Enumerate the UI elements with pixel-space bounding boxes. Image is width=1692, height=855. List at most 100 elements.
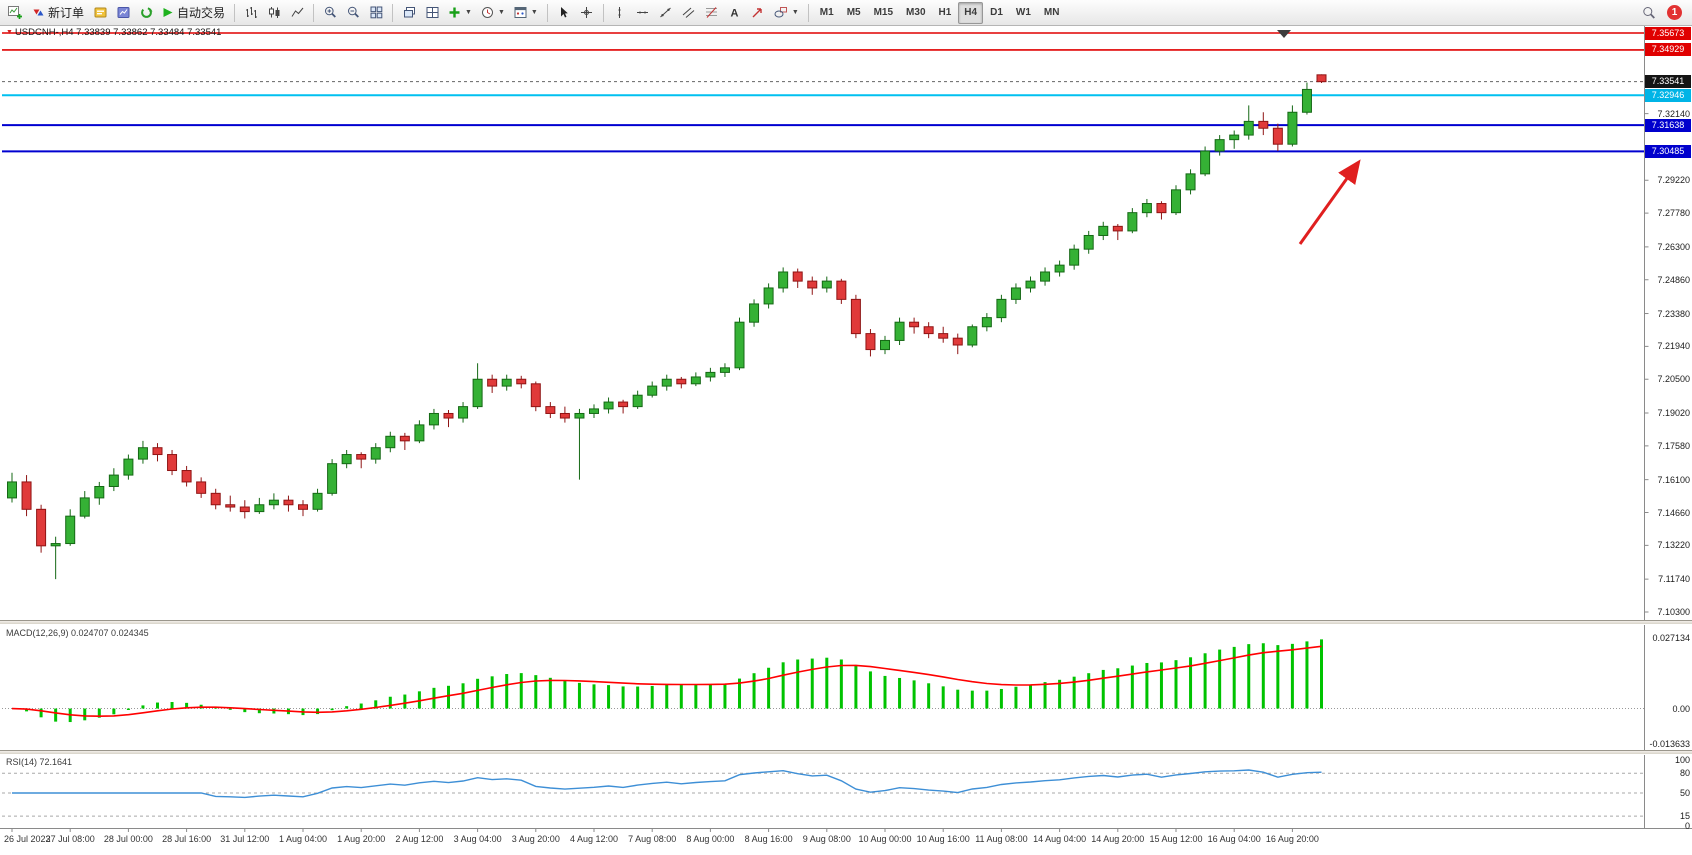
period-button[interactable]: ▼ bbox=[477, 2, 509, 24]
candle-body bbox=[1127, 212, 1138, 232]
candle-body bbox=[807, 280, 818, 289]
toolbar-separator bbox=[392, 3, 394, 22]
candle-body bbox=[487, 378, 498, 387]
cursor-button[interactable] bbox=[553, 2, 575, 24]
channel-icon bbox=[683, 7, 695, 18]
chart-shift-marker[interactable] bbox=[1277, 30, 1291, 38]
candle-body bbox=[428, 412, 439, 426]
candle-body bbox=[792, 271, 803, 282]
profiles-button[interactable] bbox=[89, 2, 111, 24]
cursor-icon bbox=[561, 7, 569, 18]
candle-body bbox=[676, 378, 687, 385]
rsi-scale-label: 15 bbox=[1679, 811, 1690, 822]
candle-body bbox=[21, 481, 32, 510]
zoom-out-button[interactable] bbox=[342, 2, 364, 24]
clock-icon bbox=[481, 7, 493, 18]
panel-divider-macd[interactable] bbox=[0, 620, 1692, 625]
candle-body bbox=[1141, 203, 1152, 214]
template-icon bbox=[514, 7, 527, 18]
candle-body bbox=[559, 412, 570, 419]
candle-body bbox=[1229, 134, 1240, 141]
price-scale-label: 7.21940 bbox=[1657, 341, 1690, 352]
timeframe-h4-button[interactable]: H4 bbox=[958, 1, 984, 24]
indicators-button[interactable]: ▼ bbox=[444, 2, 476, 24]
toolbar-separator bbox=[546, 3, 548, 22]
timeframe-m30-button[interactable]: M30 bbox=[900, 2, 931, 24]
line-chart-button[interactable] bbox=[286, 2, 308, 24]
rsi-scale-label: 80 bbox=[1679, 768, 1690, 779]
candle-body bbox=[618, 401, 629, 408]
tile-windows-button[interactable] bbox=[365, 2, 387, 24]
refresh-icon bbox=[140, 7, 153, 18]
resistance-line-price-box: 7.34929 bbox=[1645, 43, 1691, 57]
time-axis-label: 8 Aug 16:00 bbox=[744, 834, 793, 844]
svg-text:A: A bbox=[731, 8, 739, 20]
timeframe-m5-button[interactable]: M5 bbox=[841, 2, 867, 24]
time-axis-label: 1 Aug 20:00 bbox=[337, 834, 386, 844]
candle-body bbox=[1200, 150, 1211, 175]
templates-button[interactable]: ▼ bbox=[510, 2, 542, 24]
cascade-windows-button[interactable] bbox=[398, 2, 420, 24]
auto-trading-button[interactable]: 自动交易 bbox=[158, 2, 229, 24]
channel-button[interactable] bbox=[678, 2, 700, 24]
search-button[interactable] bbox=[1638, 2, 1660, 24]
candle-body bbox=[836, 280, 847, 300]
market-watch-button[interactable] bbox=[112, 2, 134, 24]
zoom-out-icon bbox=[347, 6, 359, 18]
candle-body bbox=[50, 543, 61, 547]
time-axis-label: 8 Aug 00:00 bbox=[686, 834, 735, 844]
notification-badge[interactable]: 1 bbox=[1667, 5, 1682, 20]
candle-body bbox=[603, 401, 614, 410]
candle-body bbox=[1171, 189, 1181, 214]
candle-body bbox=[778, 271, 789, 289]
arrow-label-button[interactable] bbox=[747, 2, 769, 24]
candle-body bbox=[65, 515, 76, 545]
candle-body bbox=[1112, 225, 1123, 232]
text-icon: A bbox=[731, 8, 739, 20]
new-order-icon bbox=[33, 9, 44, 16]
price-scale-label: 7.13220 bbox=[1657, 540, 1690, 551]
panel-divider-rsi[interactable] bbox=[0, 750, 1692, 755]
timeframe-h1-button[interactable]: H1 bbox=[933, 2, 958, 24]
bar-chart-button[interactable] bbox=[240, 2, 262, 24]
zoom-in-button[interactable] bbox=[319, 2, 341, 24]
arrange-windows-button[interactable] bbox=[421, 2, 443, 24]
new-chart-button[interactable] bbox=[4, 2, 27, 24]
chart-title: ▼ USDCNH-,H4 7.33839 7.33862 7.33484 7.33… bbox=[6, 27, 221, 38]
trendline-icon bbox=[660, 7, 672, 18]
arrange-windows-icon bbox=[426, 7, 439, 18]
level-line-price-box: 7.32946 bbox=[1645, 88, 1691, 102]
chevron-down-icon: ▼ bbox=[530, 9, 538, 16]
shapes-button[interactable]: ▼ bbox=[770, 2, 803, 24]
new-order-button[interactable]: 新订单 bbox=[28, 2, 88, 24]
timeframe-d1-button[interactable]: D1 bbox=[984, 2, 1009, 24]
time-axis-label: 1 Aug 04:00 bbox=[278, 834, 328, 844]
refresh-button[interactable] bbox=[135, 2, 157, 24]
candle-body bbox=[894, 321, 905, 341]
candle-body bbox=[312, 492, 323, 510]
candlestick-chart-button[interactable] bbox=[263, 2, 285, 24]
price-scale-label: 7.16100 bbox=[1657, 474, 1690, 485]
candle-body bbox=[399, 435, 410, 442]
crosshair-button[interactable] bbox=[576, 2, 598, 24]
support-line-price-box: 7.31638 bbox=[1645, 118, 1691, 132]
candle-body bbox=[865, 333, 876, 351]
timeframe-m1-button[interactable]: M1 bbox=[814, 2, 840, 24]
toolbar-separator bbox=[602, 3, 604, 22]
candle-body bbox=[1272, 127, 1283, 145]
trendline-button[interactable] bbox=[655, 2, 677, 24]
macd-label: MACD(12,26,9) 0.024707 0.024345 bbox=[6, 628, 149, 638]
market-watch-icon bbox=[117, 7, 130, 18]
vertical-line-button[interactable] bbox=[609, 2, 631, 24]
fibonacci-button[interactable] bbox=[701, 2, 723, 24]
timeframe-m15-button[interactable]: M15 bbox=[868, 2, 899, 24]
trend-arrow-annotation[interactable] bbox=[1298, 159, 1361, 245]
timeframe-mn-button[interactable]: MN bbox=[1038, 2, 1066, 24]
timeframe-w1-button[interactable]: W1 bbox=[1010, 2, 1037, 24]
horizontal-line-button[interactable] bbox=[632, 2, 654, 24]
time-axis-label: 27 Jul 08:00 bbox=[45, 834, 95, 844]
candle-body bbox=[137, 447, 148, 460]
text-button[interactable]: A bbox=[724, 2, 746, 24]
